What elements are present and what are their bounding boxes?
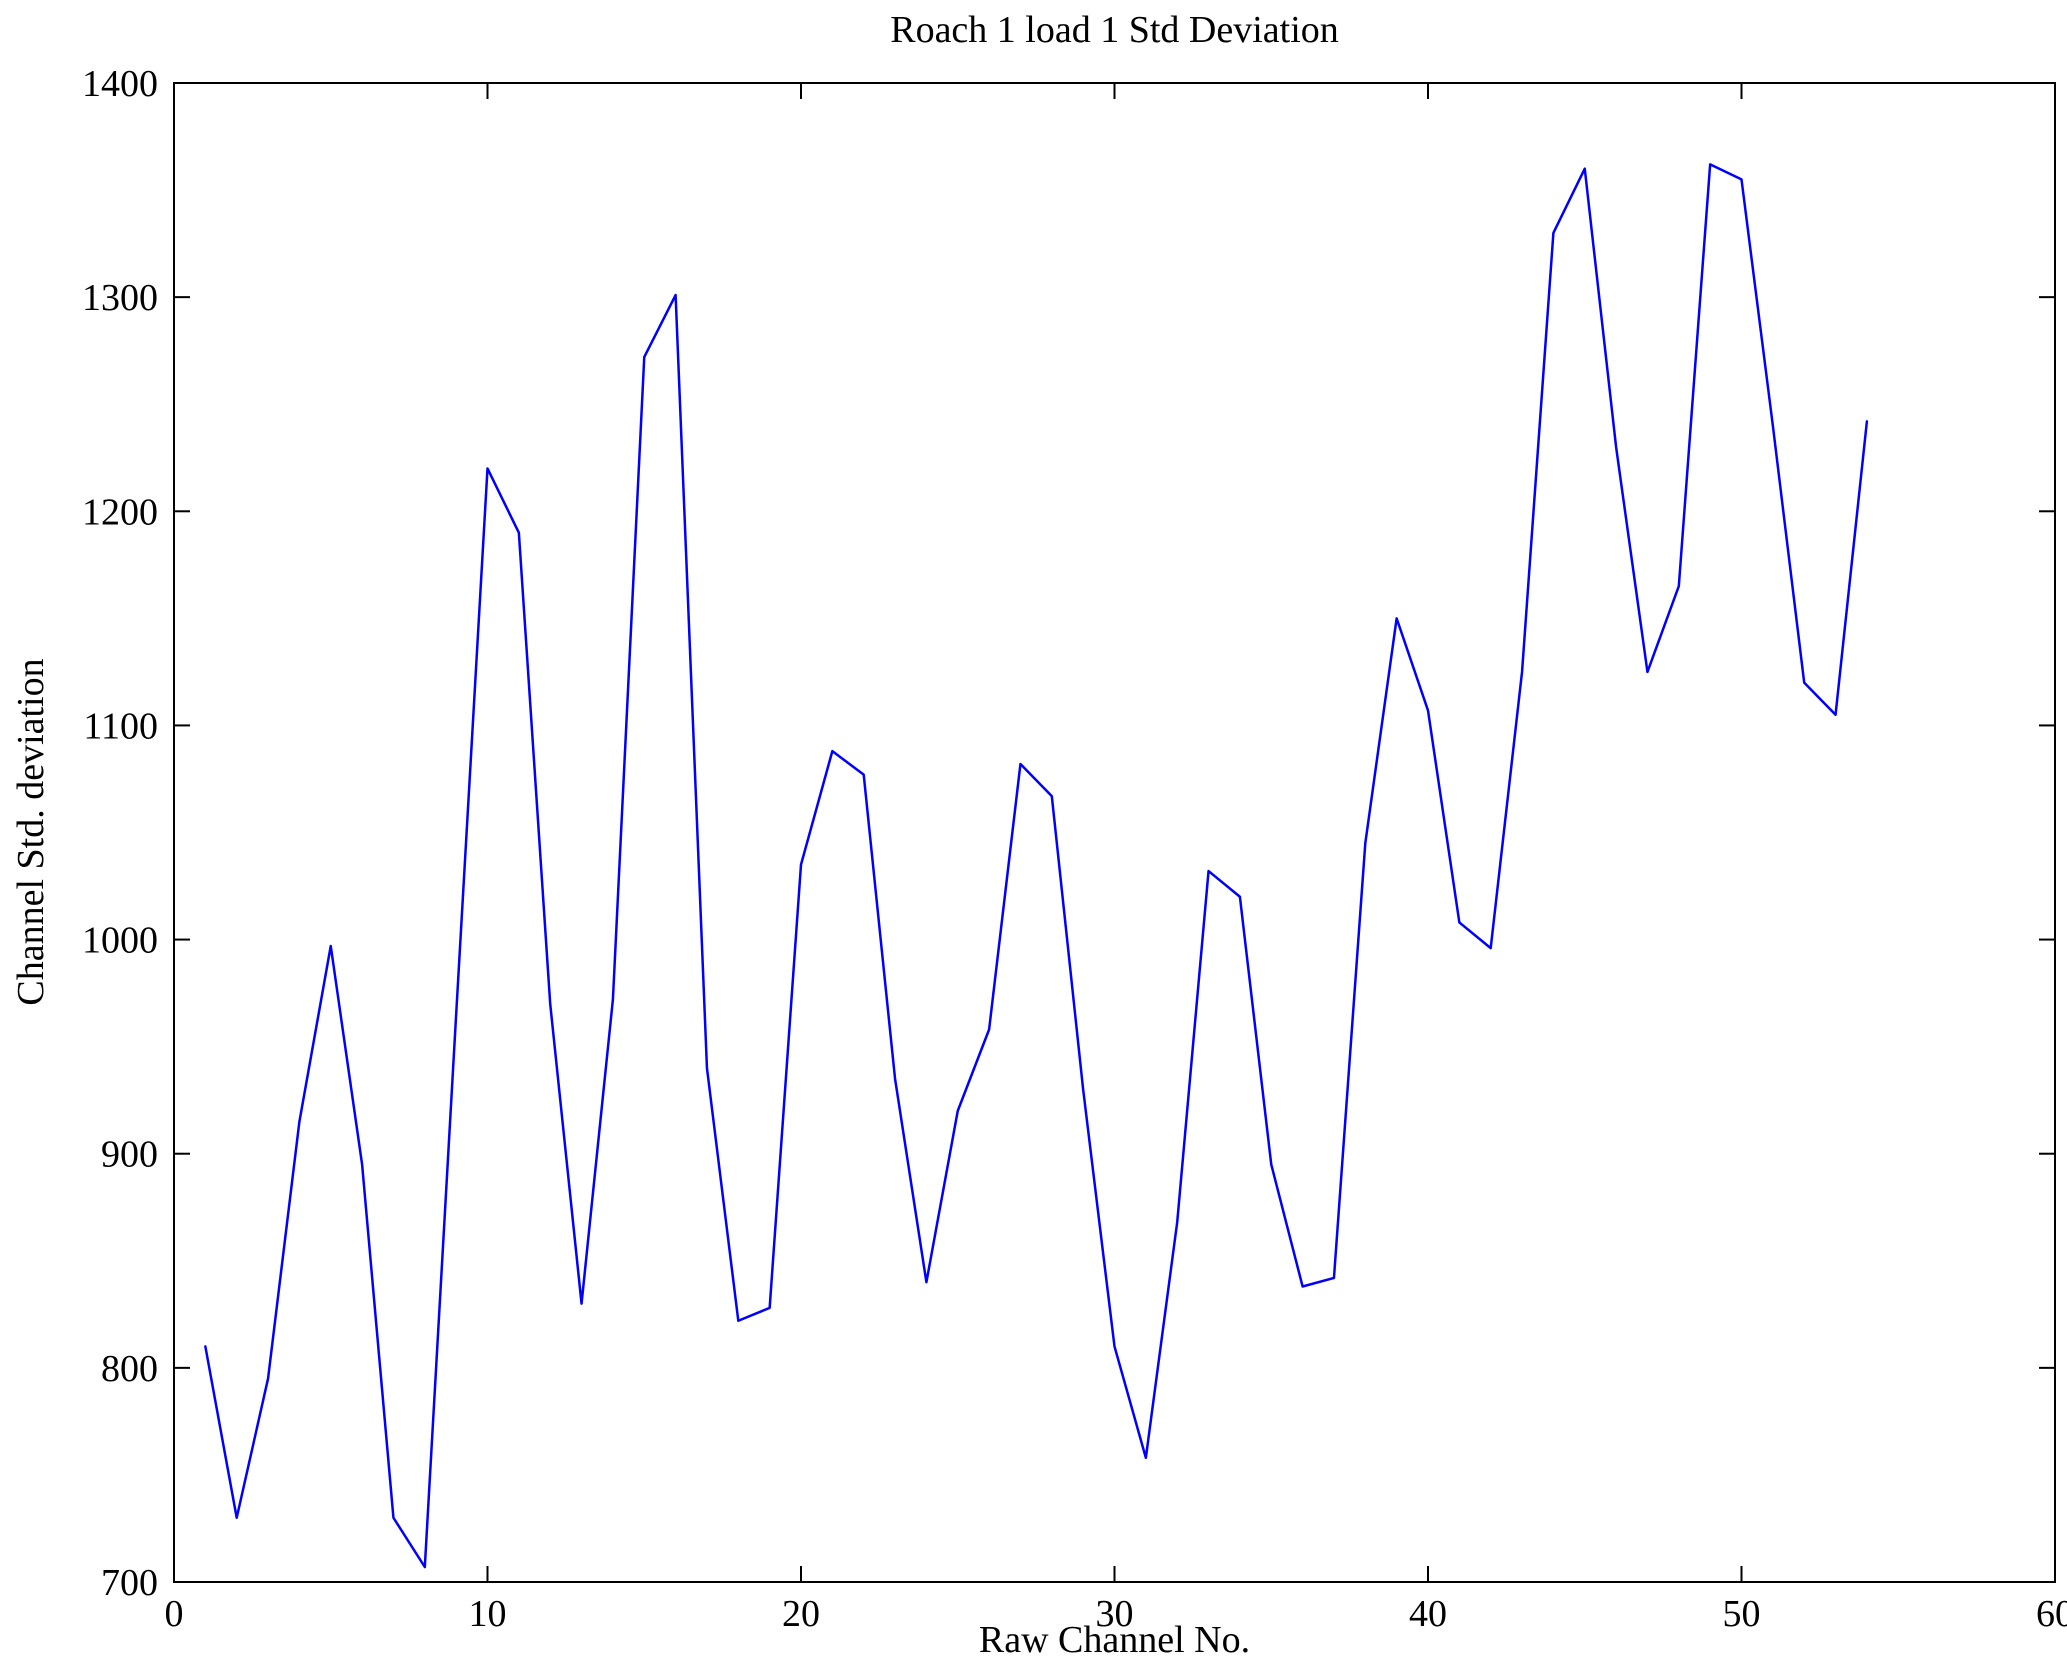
- x-tick-label: 10: [469, 1593, 507, 1635]
- chart-title: Roach 1 load 1 Std Deviation: [890, 9, 1339, 51]
- x-tick-label: 20: [782, 1593, 820, 1635]
- x-tick-label: 30: [1096, 1593, 1134, 1635]
- x-tick-label: 50: [1723, 1593, 1761, 1635]
- x-tick-label: 40: [1409, 1593, 1447, 1635]
- y-tick-label: 1100: [83, 705, 158, 747]
- x-tick-label: 0: [165, 1593, 184, 1635]
- y-tick-label: 700: [101, 1562, 158, 1604]
- data-line: [204, 163, 1869, 1569]
- axes-box: [173, 82, 2056, 1583]
- y-tick-label: 900: [101, 1134, 158, 1176]
- x-tick-label: 60: [2036, 1593, 2067, 1635]
- y-tick-label: 1200: [82, 491, 158, 533]
- y-tick-label: 1400: [82, 63, 158, 105]
- y-tick-label: 1000: [82, 920, 158, 962]
- x-axis-label: Raw Channel No.: [978, 1619, 1251, 1661]
- y-tick-label: 800: [101, 1348, 158, 1390]
- y-tick-label: 1300: [82, 277, 158, 319]
